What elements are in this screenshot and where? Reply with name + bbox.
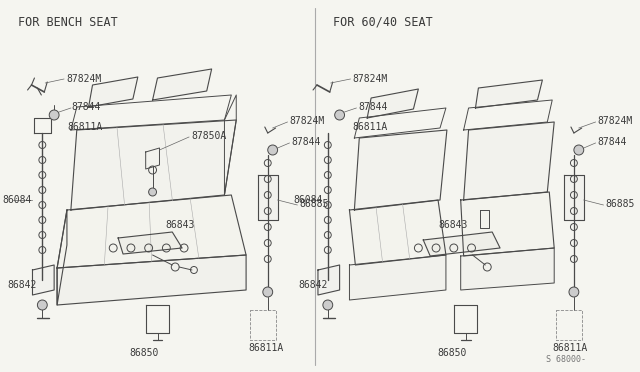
Text: 86842: 86842 — [8, 280, 37, 290]
Circle shape — [263, 287, 273, 297]
Polygon shape — [318, 265, 340, 295]
Polygon shape — [71, 120, 236, 210]
Text: 87824M: 87824M — [598, 116, 633, 126]
Text: 87844: 87844 — [598, 137, 627, 147]
Text: 87844: 87844 — [358, 102, 388, 112]
Text: 86084: 86084 — [2, 195, 31, 205]
Polygon shape — [564, 175, 584, 220]
Text: 87844: 87844 — [72, 102, 101, 112]
Circle shape — [335, 110, 344, 120]
Text: 86811A: 86811A — [67, 122, 102, 132]
Polygon shape — [33, 265, 54, 295]
Polygon shape — [423, 232, 500, 256]
Text: 86811A: 86811A — [353, 122, 388, 132]
Text: 87850A: 87850A — [191, 131, 226, 141]
Circle shape — [37, 300, 47, 310]
Polygon shape — [355, 130, 447, 210]
Polygon shape — [367, 89, 419, 118]
Polygon shape — [88, 77, 138, 107]
Text: 87824M: 87824M — [66, 74, 101, 84]
Text: 86850: 86850 — [129, 348, 159, 358]
Polygon shape — [152, 69, 212, 100]
Text: FOR 60/40 SEAT: FOR 60/40 SEAT — [333, 16, 433, 29]
Text: 86885: 86885 — [300, 199, 328, 209]
Polygon shape — [461, 248, 554, 290]
Text: 86850: 86850 — [437, 348, 467, 358]
Text: 86843: 86843 — [438, 220, 467, 230]
Polygon shape — [57, 195, 246, 268]
Polygon shape — [349, 200, 446, 265]
Text: 86842: 86842 — [298, 280, 328, 290]
Polygon shape — [463, 122, 554, 200]
Polygon shape — [258, 175, 278, 220]
Circle shape — [49, 110, 59, 120]
Circle shape — [574, 145, 584, 155]
Polygon shape — [349, 255, 446, 300]
Circle shape — [148, 188, 157, 196]
Polygon shape — [57, 255, 246, 305]
Polygon shape — [118, 232, 182, 254]
Text: 87824M: 87824M — [353, 74, 388, 84]
Polygon shape — [476, 80, 542, 108]
Text: 87824M: 87824M — [289, 116, 324, 126]
Text: 87844: 87844 — [291, 137, 321, 147]
Circle shape — [323, 300, 333, 310]
Text: 86811A: 86811A — [248, 343, 284, 353]
Text: 86843: 86843 — [165, 220, 195, 230]
Text: 86084: 86084 — [293, 195, 323, 205]
Text: FOR BENCH SEAT: FOR BENCH SEAT — [18, 16, 118, 29]
Text: 86885: 86885 — [605, 199, 635, 209]
Text: S 68000-: S 68000- — [547, 356, 586, 365]
Text: 86811A: 86811A — [552, 343, 588, 353]
Polygon shape — [461, 192, 554, 256]
Circle shape — [569, 287, 579, 297]
Circle shape — [268, 145, 278, 155]
